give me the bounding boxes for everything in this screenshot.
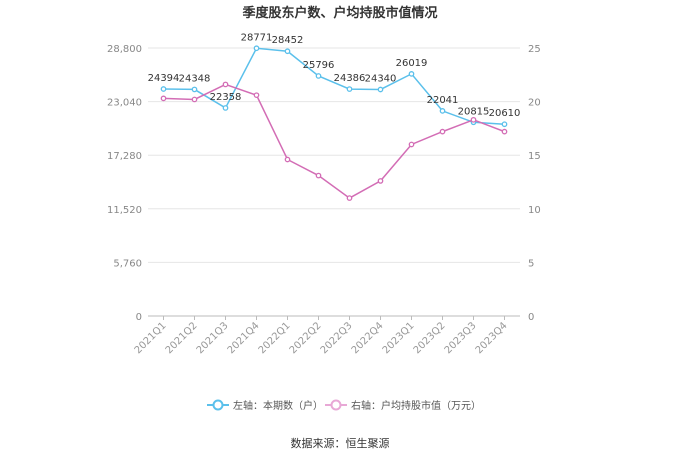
legend-label-left: 左轴：本期数（户） xyxy=(233,399,323,412)
x-tick-label: 2022Q1 xyxy=(257,320,293,356)
data-point-left xyxy=(408,71,415,77)
series-line-left xyxy=(163,47,505,125)
data-point-left xyxy=(439,108,446,114)
data-point-right xyxy=(439,128,446,135)
data-point-right xyxy=(253,92,260,99)
data-point-left xyxy=(377,86,384,93)
data-point-right xyxy=(160,95,167,102)
y-left-axis: 0 5,760 11,520 17,280 23,040 28,800 xyxy=(107,44,142,323)
source-note: 数据来源：恒生聚源 xyxy=(291,436,390,450)
data-point-right xyxy=(408,141,415,148)
y-left-tick-label: 23,040 xyxy=(107,98,142,109)
x-tick-label: 2023Q3 xyxy=(443,320,479,356)
legend-label-right: 右轴：户均持股市值（万元） xyxy=(351,399,481,412)
data-point-left xyxy=(222,105,229,111)
y-left-tick-label: 28,800 xyxy=(107,44,142,55)
y-right-axis: 0 5 10 15 20 25 xyxy=(528,44,541,323)
data-point-left xyxy=(191,86,198,93)
x-tick-label: 2023Q4 xyxy=(474,320,510,356)
data-point-right xyxy=(284,156,291,163)
y-right-tick-label: 5 xyxy=(528,258,534,269)
series-layer: 24394 24348 22358 28771 28452 25796 24386 24340… xyxy=(148,32,521,201)
data-point-left xyxy=(253,45,260,52)
x-tick-label: 2022Q4 xyxy=(350,320,386,356)
y-left-tick-label: 5,760 xyxy=(113,258,142,269)
data-label: 24340 xyxy=(365,74,397,85)
data-label: 24394 xyxy=(148,73,180,84)
x-tick-label: 2022Q3 xyxy=(319,320,355,356)
data-label: 22041 xyxy=(427,95,459,106)
data-point-left xyxy=(315,73,322,79)
data-label: 24386 xyxy=(334,73,366,84)
data-point-right xyxy=(346,195,353,201)
data-point-right xyxy=(191,96,198,103)
x-tick-label: 2022Q2 xyxy=(288,320,324,356)
legend-marker-right xyxy=(330,399,342,411)
data-label: 28452 xyxy=(272,35,304,46)
data-point-left xyxy=(284,48,291,55)
x-axis: 2021Q12021Q22021Q32021Q42022Q12022Q22022… xyxy=(133,316,510,356)
data-label: 22358 xyxy=(210,92,242,103)
legend-marker-left xyxy=(212,399,224,411)
chart-title: 季度股东户数、户均持股市值情况 xyxy=(241,5,437,21)
y-left-tick-label: 17,280 xyxy=(107,151,142,162)
data-label: 26019 xyxy=(396,58,428,69)
y-right-tick-label: 10 xyxy=(528,205,541,216)
data-label: 25796 xyxy=(303,60,335,71)
data-label: 28771 xyxy=(241,32,273,43)
y-right-tick-label: 0 xyxy=(528,312,534,323)
data-point-left xyxy=(160,86,167,92)
y-right-tick-label: 15 xyxy=(528,151,541,162)
data-point-right xyxy=(377,178,384,184)
x-tick-label: 2021Q3 xyxy=(195,320,231,356)
legend: 左轴：本期数（户） 右轴：户均持股市值（万元） xyxy=(207,399,481,412)
data-point-right xyxy=(315,172,322,179)
x-tick-label: 2023Q2 xyxy=(412,320,448,356)
grid-lines xyxy=(148,47,520,317)
y-left-tick-label: 0 xyxy=(136,312,142,323)
data-point-left xyxy=(501,121,508,128)
data-point-left xyxy=(346,86,353,92)
x-tick-label: 2021Q4 xyxy=(226,320,262,356)
x-tick-label: 2021Q1 xyxy=(133,320,169,356)
y-right-tick-label: 25 xyxy=(528,44,541,55)
data-label: 20610 xyxy=(489,108,521,119)
y-left-tick-label: 11,520 xyxy=(107,205,142,216)
x-tick-label: 2021Q2 xyxy=(164,320,200,356)
data-point-right xyxy=(222,81,229,88)
legend-item-left[interactable]: 左轴：本期数（户） xyxy=(207,399,323,412)
y-right-tick-label: 20 xyxy=(528,98,541,109)
legend-item-right[interactable]: 右轴：户均持股市值（万元） xyxy=(325,399,481,412)
series-line-right xyxy=(163,83,505,199)
data-label: 20815 xyxy=(458,106,490,117)
data-point-right xyxy=(501,128,508,135)
x-tick-label: 2023Q1 xyxy=(381,320,417,356)
data-point-right xyxy=(470,116,477,123)
data-label: 24348 xyxy=(179,73,211,84)
